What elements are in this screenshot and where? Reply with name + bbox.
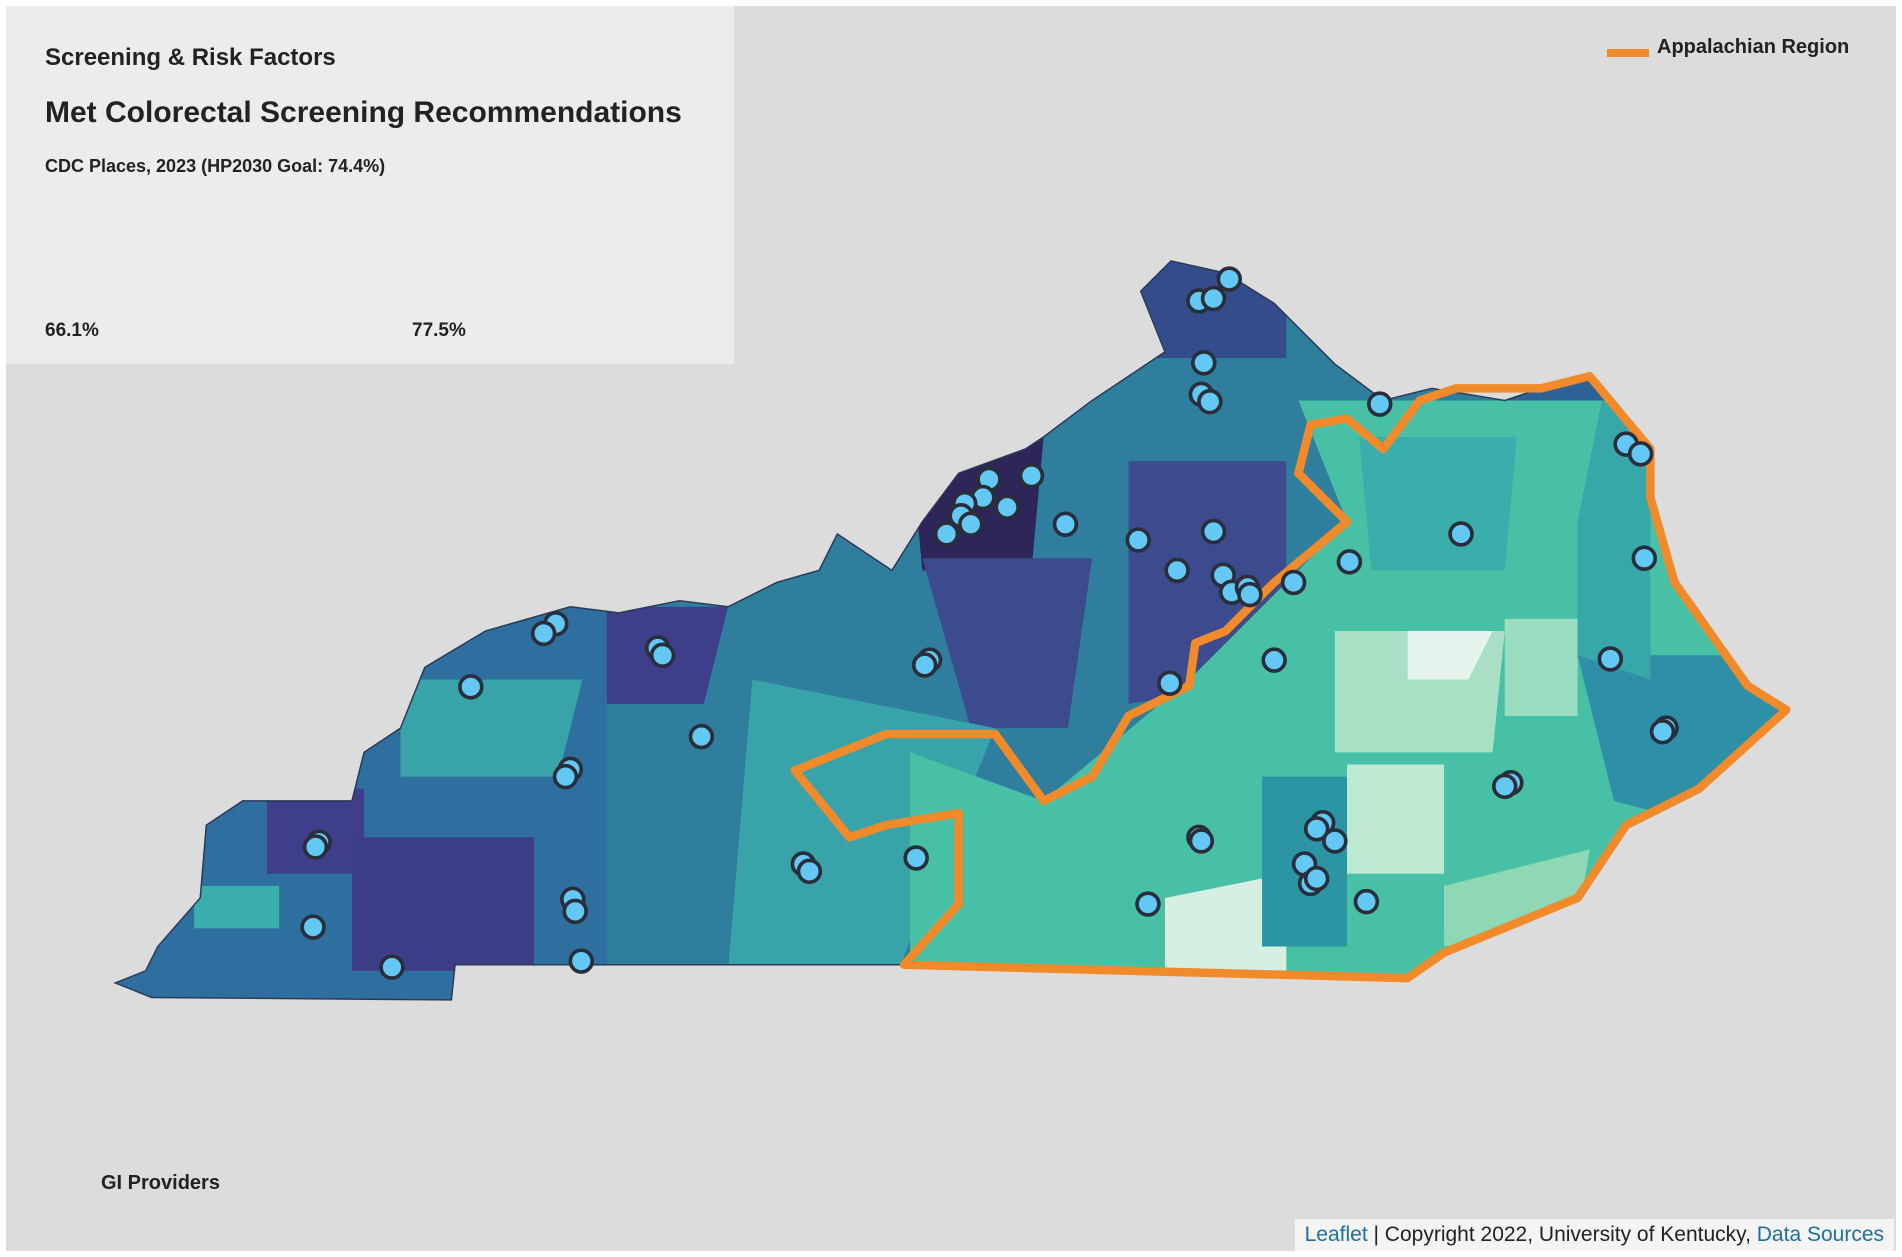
provider-marker[interactable] [1052,511,1079,537]
map-svg [113,49,1791,1001]
leaflet-link[interactable]: Leaflet [1304,1223,1368,1246]
provider-marker[interactable] [1627,441,1654,467]
provider-marker[interactable] [1216,266,1243,292]
provider-marker[interactable] [1018,462,1045,489]
copyright: | Copyright 2022, University of Kentucky… [1373,1223,1751,1246]
subtitle: CDC Places, 2023 (HP2030 Goal: 74.4%) [45,156,386,176]
legend-label: Appalachian Region [1657,36,1850,58]
provider-marker[interactable] [1135,891,1161,917]
category: Screening & Risk Factors [45,44,336,71]
provider-marker[interactable] [688,723,715,750]
provider-marker[interactable] [568,948,595,974]
provider-marker[interactable] [1261,647,1287,673]
title: Met Colorectal Screening Recommendations [45,96,682,129]
attribution: Leaflet | Copyright 2022, University of … [1294,1219,1894,1251]
map[interactable] [6,6,1896,1251]
info-panel [6,6,734,364]
provider-marker[interactable] [1303,865,1330,892]
provider-marker[interactable] [1125,527,1152,553]
provider-marker[interactable] [379,954,405,980]
provider-marker[interactable] [1367,391,1393,417]
provider-marker[interactable] [530,620,557,647]
provider-marker[interactable] [1164,557,1190,584]
provider-marker[interactable] [1336,549,1363,575]
provider-marker[interactable] [1597,646,1624,672]
provider-marker[interactable] [958,511,984,537]
provider-marker[interactable] [994,494,1020,520]
provider-marker[interactable] [458,674,484,700]
provider-marker[interactable] [1188,828,1215,854]
provider-marker[interactable] [1280,569,1307,596]
provider-marker[interactable] [1237,581,1263,608]
provider-marker[interactable] [1200,285,1227,312]
provider-marker[interactable] [1491,773,1518,800]
provider-marker[interactable] [1197,388,1223,415]
sources-link[interactable]: Data Sources [1756,1223,1884,1246]
provider-marker[interactable] [562,898,588,925]
provider-marker[interactable] [1649,718,1676,745]
provider-marker[interactable] [552,763,579,790]
providers-label: GI Providers [101,1172,220,1194]
provider-marker[interactable] [911,652,938,678]
provider-marker[interactable] [796,858,823,885]
provider-marker[interactable] [933,521,960,547]
provider-marker[interactable] [649,642,676,669]
gi-providers [300,266,1679,980]
provider-marker[interactable] [1157,670,1183,696]
provider-marker[interactable] [1353,888,1380,915]
provider-marker[interactable] [1191,350,1217,376]
provider-marker[interactable] [302,834,329,860]
provider-marker[interactable] [1631,545,1658,571]
provider-marker[interactable] [1303,816,1330,842]
legend-min: 66.1% [45,320,99,341]
provider-marker[interactable] [1200,518,1227,545]
provider-marker[interactable] [1322,828,1348,854]
legend-max: 77.5% [412,320,466,341]
provider-marker[interactable] [300,914,326,940]
provider-marker[interactable] [1448,521,1474,547]
provider-marker[interactable] [903,845,929,871]
